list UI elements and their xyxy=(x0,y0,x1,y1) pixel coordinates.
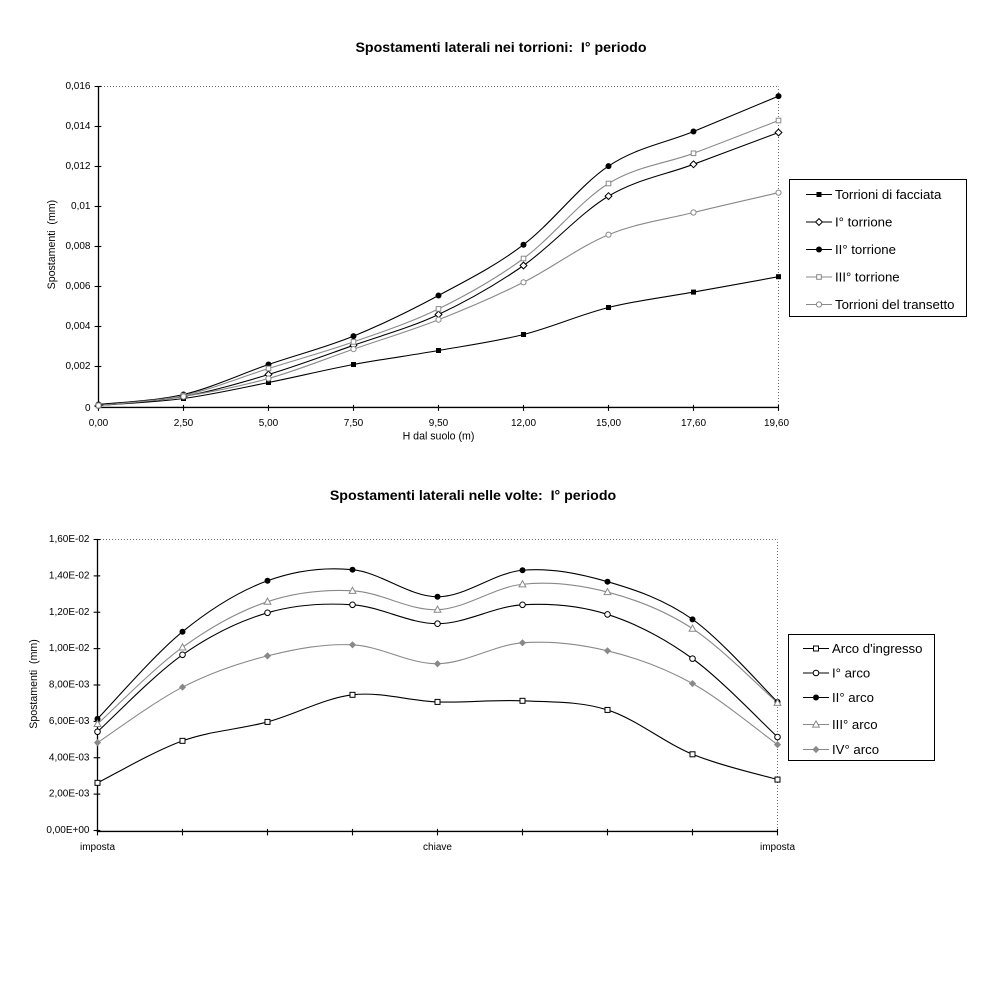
svg-text:Torrioni del transetto: Torrioni del transetto xyxy=(835,297,954,312)
svg-text:1,60E-02: 1,60E-02 xyxy=(49,534,90,545)
svg-text:IV° arco: IV° arco xyxy=(832,742,879,757)
svg-text:III° arco: III° arco xyxy=(832,717,878,732)
svg-text:0,00E+00: 0,00E+00 xyxy=(46,825,90,836)
svg-text:II° arco: II° arco xyxy=(832,690,874,705)
svg-text:0,008: 0,008 xyxy=(65,241,90,252)
svg-text:Spostamenti laterali nelle vol: Spostamenti laterali nelle volte: I° per… xyxy=(330,488,617,504)
svg-text:7,50: 7,50 xyxy=(344,418,364,429)
svg-text:Torrioni di facciata: Torrioni di facciata xyxy=(835,187,942,202)
svg-text:9,50: 9,50 xyxy=(429,418,449,429)
svg-text:15,00: 15,00 xyxy=(596,418,621,429)
svg-text:0,01: 0,01 xyxy=(71,201,91,212)
svg-text:I° arco: I° arco xyxy=(832,666,870,681)
svg-text:Spostamenti (mm): Spostamenti (mm) xyxy=(28,639,40,728)
svg-text:chiave: chiave xyxy=(423,842,452,853)
svg-text:0,012: 0,012 xyxy=(65,161,90,172)
svg-text:0,014: 0,014 xyxy=(65,121,90,132)
svg-text:0,002: 0,002 xyxy=(65,361,90,372)
svg-text:8,00E-03: 8,00E-03 xyxy=(49,680,90,691)
svg-text:19,60: 19,60 xyxy=(764,418,789,429)
svg-text:Spostamenti laterali nei torri: Spostamenti laterali nei torrioni: I° pe… xyxy=(355,40,646,56)
svg-text:4,00E-03: 4,00E-03 xyxy=(49,752,90,763)
svg-text:0,00: 0,00 xyxy=(89,418,109,429)
svg-text:0,016: 0,016 xyxy=(65,81,90,92)
svg-text:I° torrione: I° torrione xyxy=(835,215,892,230)
svg-text:III° torrione: III° torrione xyxy=(835,270,900,285)
svg-text:Arco d'ingresso: Arco d'ingresso xyxy=(832,641,922,656)
svg-text:2,50: 2,50 xyxy=(174,418,194,429)
svg-text:II° torrione: II° torrione xyxy=(835,242,896,257)
svg-text:0,006: 0,006 xyxy=(65,281,90,292)
svg-text:5,00: 5,00 xyxy=(259,418,279,429)
svg-text:imposta: imposta xyxy=(80,842,115,853)
svg-text:1,40E-02: 1,40E-02 xyxy=(49,570,90,581)
svg-text:17,60: 17,60 xyxy=(681,418,706,429)
svg-text:imposta: imposta xyxy=(760,842,795,853)
svg-text:2,00E-03: 2,00E-03 xyxy=(49,789,90,800)
svg-text:0,004: 0,004 xyxy=(65,321,90,332)
svg-text:Spostamenti (mm): Spostamenti (mm) xyxy=(46,200,58,289)
svg-text:H dal suolo (m): H dal suolo (m) xyxy=(403,431,475,443)
svg-text:6,00E-03: 6,00E-03 xyxy=(49,716,90,727)
svg-text:1,00E-02: 1,00E-02 xyxy=(49,643,90,654)
svg-text:12,00: 12,00 xyxy=(511,418,536,429)
svg-text:0: 0 xyxy=(85,403,91,414)
svg-text:1,20E-02: 1,20E-02 xyxy=(49,607,90,618)
